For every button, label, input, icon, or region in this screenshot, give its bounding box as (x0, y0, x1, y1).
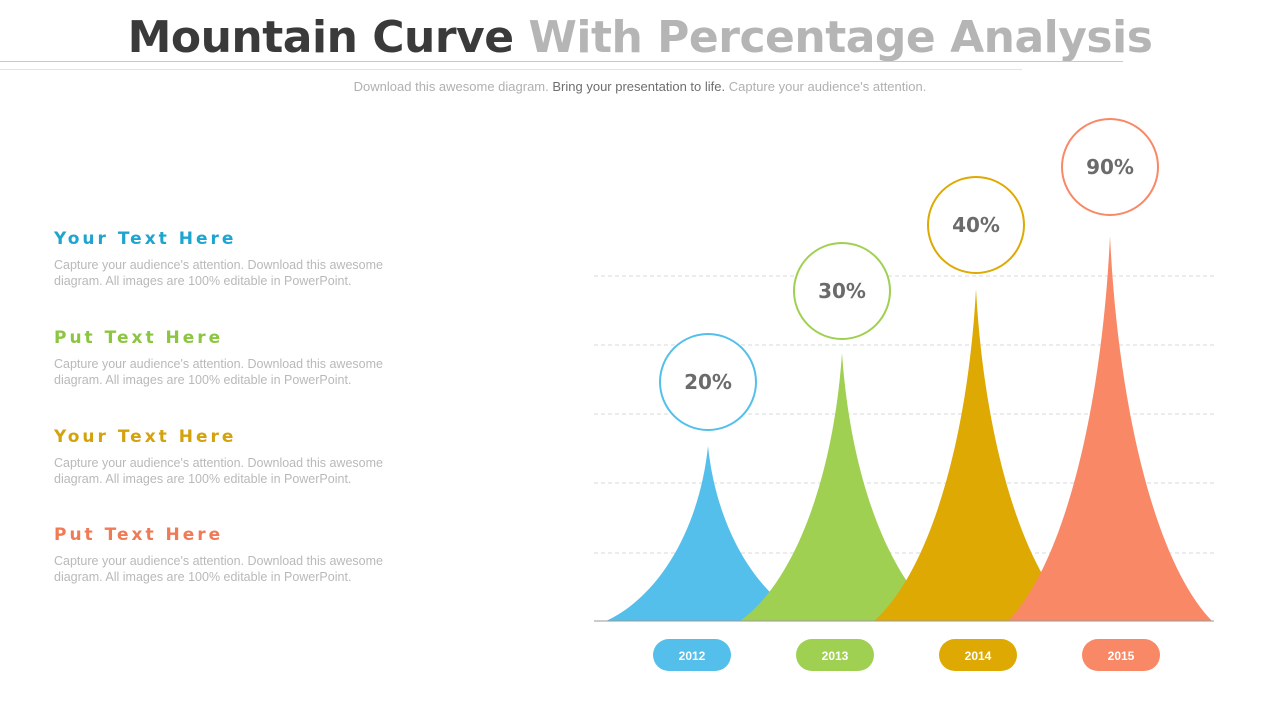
value-label: 40% (952, 213, 1000, 237)
text-item-line: Capture your audience's attention. Downl… (54, 357, 383, 371)
value-label: 30% (818, 279, 866, 303)
text-item-2: Put Text Here Capture your audience's at… (54, 328, 474, 388)
subtitle-part-c: Capture your audience's attention. (728, 79, 927, 94)
year-pill (653, 639, 731, 671)
text-item-body: Capture your audience's attention. Downl… (54, 455, 474, 487)
page-subtitle: Download this awesome diagram. Bring you… (0, 79, 1280, 94)
year-pill (939, 639, 1017, 671)
value-circle (927, 176, 1025, 274)
text-item-body: Capture your audience's attention. Downl… (54, 356, 474, 388)
text-item-line: diagram. All images are 100% editable in… (54, 472, 352, 486)
title-divider-secondary (0, 69, 1022, 70)
subtitle-part-b: Bring your presentation to life. (552, 79, 726, 94)
text-item-heading: Put Text Here (54, 328, 224, 348)
text-item-heading: Your Text Here (54, 427, 237, 447)
year-label: 2014 (965, 649, 992, 663)
text-item-4: Put Text Here Capture your audience's at… (54, 525, 474, 585)
value-circle (1061, 118, 1159, 216)
text-item-line: Capture your audience's attention. Downl… (54, 258, 383, 272)
value-circle (659, 333, 757, 431)
text-item-1: Your Text Here Capture your audience's a… (54, 229, 474, 289)
mountain-peak (740, 353, 944, 621)
page-title: Mountain Curve With Percentage Analysis (0, 12, 1280, 63)
value-label: 20% (684, 370, 732, 394)
year-label: 2015 (1108, 649, 1135, 663)
text-item-heading: Your Text Here (54, 229, 237, 249)
mountain-peak (606, 446, 810, 621)
mountain-peak (1008, 236, 1212, 621)
year-pill (796, 639, 874, 671)
text-item-body: Capture your audience's attention. Downl… (54, 257, 474, 289)
value-label: 90% (1086, 155, 1134, 179)
text-item-line: diagram. All images are 100% editable in… (54, 570, 352, 584)
text-item-line: diagram. All images are 100% editable in… (54, 274, 352, 288)
value-circle (793, 242, 891, 340)
text-item-line: diagram. All images are 100% editable in… (54, 373, 352, 387)
text-item-line: Capture your audience's attention. Downl… (54, 554, 383, 568)
title-light: With Percentage Analysis (528, 12, 1153, 63)
year-pill (1082, 639, 1160, 671)
year-label: 2013 (822, 649, 849, 663)
text-item-line: Capture your audience's attention. Downl… (54, 456, 383, 470)
subtitle-part-a: Download this awesome diagram. (353, 79, 549, 94)
mountain-peak (874, 289, 1078, 621)
year-label: 2012 (679, 649, 706, 663)
text-item-3: Your Text Here Capture your audience's a… (54, 427, 474, 487)
title-divider (0, 61, 1123, 62)
text-item-heading: Put Text Here (54, 525, 224, 545)
title-dark: Mountain Curve (127, 12, 514, 63)
text-item-body: Capture your audience's attention. Downl… (54, 553, 474, 585)
